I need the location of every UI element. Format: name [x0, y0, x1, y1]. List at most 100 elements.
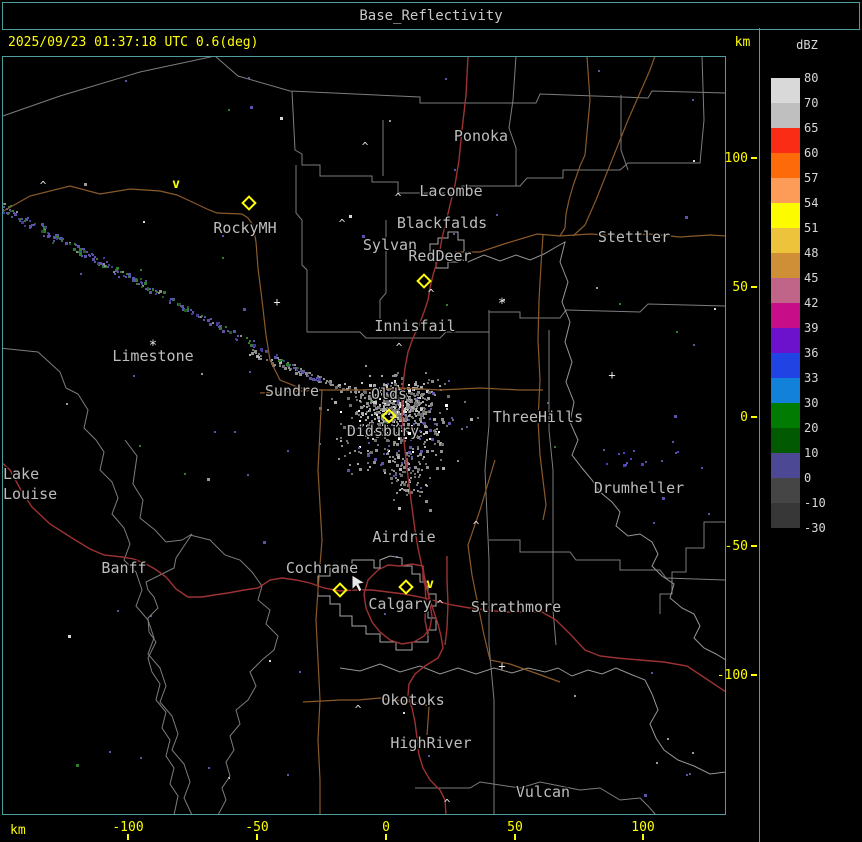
peak-symbol: ^: [395, 191, 402, 204]
timestamp-elevation-label: 2025/09/23 01:37:18 UTC 0.6(deg): [8, 34, 259, 50]
echo-pixel: [409, 397, 411, 399]
peak-symbol: ^: [362, 140, 369, 153]
echo-pixel: [14, 213, 16, 215]
echo-pixel: [574, 695, 576, 697]
echo-pixel: [214, 431, 216, 433]
colorbar-swatch: [771, 178, 800, 203]
secondary-road: [467, 459, 561, 683]
echo-pixel: [249, 340, 251, 342]
echo-pixel: [132, 279, 135, 282]
echo-pixel: [218, 326, 220, 328]
echo-pixel: [271, 362, 274, 365]
echo-pixel: [385, 424, 387, 426]
echo-pixel: [437, 440, 440, 443]
echo-pixel: [381, 462, 384, 465]
echo-pixel: [216, 322, 219, 325]
echo-pixel: [390, 402, 392, 404]
echo-pixel: [349, 215, 352, 218]
echo-pixel: [420, 450, 423, 453]
echo-pixel: [41, 230, 44, 233]
city-label: Cochrane: [286, 559, 358, 577]
echo-pixel: [125, 276, 127, 278]
echo-pixel: [243, 308, 246, 311]
bottom-axis-unit-label: km: [10, 823, 26, 838]
echo-pixel: [307, 375, 309, 377]
echo-pixel: [367, 469, 369, 471]
echo-pixel: [374, 439, 377, 442]
echo-pixel: [374, 458, 377, 461]
echo-pixel: [714, 308, 716, 310]
echo-pixel: [414, 473, 416, 475]
echo-pixel: [155, 293, 157, 295]
echo-pixel: [396, 421, 398, 423]
echo-pixel: [371, 400, 373, 402]
echo-pixel: [389, 120, 391, 122]
echo-pixel: [53, 240, 55, 242]
echo-pixel: [8, 206, 10, 208]
echo-pixel: [144, 282, 147, 285]
echo-pixel: [392, 456, 394, 458]
radar-site-marker: [241, 195, 257, 211]
echo-pixel: [414, 383, 417, 386]
colorbar-swatch: [771, 303, 800, 328]
echo-pixel: [117, 271, 119, 273]
echo-pixel: [405, 481, 407, 483]
colorbar-swatch: [771, 203, 800, 228]
map-line-layer: [3, 57, 725, 814]
echo-pixel: [416, 410, 418, 412]
echo-pixel: [623, 452, 625, 454]
city-label: Louise: [3, 485, 57, 503]
echo-pixel: [404, 440, 406, 442]
echo-pixel: [426, 426, 428, 428]
echo-pixel: [417, 423, 420, 426]
echo-pixel: [401, 430, 403, 432]
echo-pixel: [347, 469, 350, 472]
echo-pixel: [336, 438, 338, 440]
echo-pixel: [375, 433, 377, 435]
city-label: Stettler: [598, 228, 670, 246]
echo-pixel: [417, 482, 419, 484]
echo-pixel: [430, 408, 432, 410]
echo-pixel: [65, 242, 68, 245]
echo-pixel: [309, 372, 311, 374]
echo-pixel: [411, 401, 413, 403]
echo-pixel: [0, 208, 2, 211]
peak-symbol: ^: [355, 703, 362, 716]
echo-pixel: [22, 221, 24, 223]
echo-pixel: [169, 302, 171, 304]
echo-pixel: [319, 443, 321, 445]
county-boundary-line: [379, 220, 387, 332]
echo-pixel: [201, 373, 203, 375]
echo-pixel: [25, 218, 28, 221]
colorbar-tick-label: 65: [804, 121, 818, 135]
echo-pixel: [309, 377, 312, 380]
echo-pixel: [395, 477, 397, 479]
echo-pixel: [0, 204, 1, 207]
echo-pixel: [436, 467, 439, 470]
echo-pixel: [419, 397, 421, 399]
echo-pixel: [397, 456, 400, 459]
echo-pixel: [383, 394, 386, 397]
echo-pixel: [425, 404, 427, 406]
echo-pixel: [118, 276, 120, 278]
echo-pixel: [395, 432, 397, 434]
echo-pixel: [392, 432, 394, 434]
echo-pixel: [86, 251, 88, 253]
echo-pixel: [689, 773, 691, 775]
echo-pixel: [0, 206, 2, 208]
echo-pixel: [402, 395, 404, 397]
right-axis-tick-label: 50: [732, 280, 748, 295]
echo-pixel: [402, 458, 404, 460]
echo-pixel: [276, 354, 278, 356]
echo-pixel: [375, 394, 377, 396]
echo-pixel: [89, 255, 91, 257]
echo-pixel: [254, 350, 257, 353]
echo-pixel: [392, 394, 395, 397]
right-axis-tick-label: -50: [725, 539, 748, 554]
echo-pixel: [272, 364, 275, 367]
echo-pixel: [701, 467, 703, 469]
echo-pixel: [436, 433, 439, 436]
echo-pixel: [404, 471, 406, 473]
echo-pixel: [4, 203, 6, 205]
